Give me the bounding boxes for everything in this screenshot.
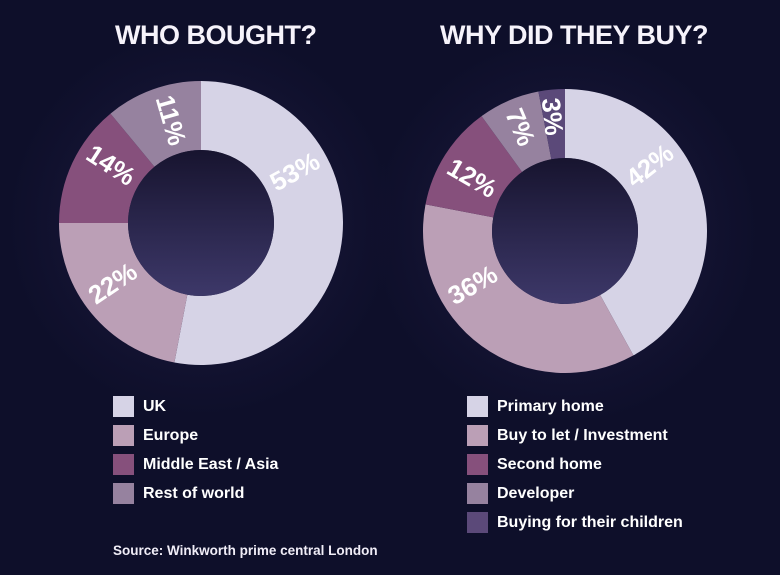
legend-item-second-home: Second home: [467, 454, 683, 475]
legend-swatch: [113, 396, 134, 417]
donut-hole: [128, 150, 274, 296]
legend-swatch: [467, 396, 488, 417]
donut-segment-buying-for-their-children: [538, 89, 565, 160]
donut-segment-rest-of-world: [110, 81, 201, 167]
chart-title-who-bought: WHO BOUGHT?: [115, 20, 317, 50]
legend-swatch: [113, 425, 134, 446]
donut-segment-uk: [174, 81, 343, 365]
donut-chart-who-bought: 53%22%14%11%: [59, 81, 343, 365]
legend-item-rest-of-world: Rest of world: [113, 483, 278, 504]
legend-label: Primary home: [497, 398, 604, 415]
donut-chart-why-did-they-buy: 42%36%12%7%3%: [423, 89, 707, 373]
donut-segment-primary-home: [565, 89, 707, 356]
segment-percent-label: 3%: [536, 96, 570, 137]
legend-swatch: [467, 512, 488, 533]
donut-segment-second-home: [425, 116, 523, 218]
legend-label: UK: [143, 398, 167, 415]
legend-label: Buying for their children: [497, 514, 683, 531]
legend-label: Rest of world: [143, 485, 245, 502]
legend-swatch: [113, 454, 134, 475]
chart-title-why-did-they-buy: WHY DID THEY BUY?: [440, 20, 709, 50]
legend-item-europe: Europe: [113, 425, 278, 446]
legend-label: Middle East / Asia: [143, 456, 279, 473]
source-note: Source: Winkworth prime central London: [113, 543, 378, 558]
legend-item-middle-east-asia: Middle East / Asia: [113, 454, 278, 475]
legend-label: Developer: [497, 485, 575, 502]
legend-who-bought: UK Europe Middle East / Asia Rest of world: [113, 396, 278, 512]
legend-item-primary-home: Primary home: [467, 396, 683, 417]
legend-item-buy-to-let-investment: Buy to let / Investment: [467, 425, 683, 446]
donut-segment-middle-east-asia: [59, 113, 155, 223]
donut-hole: [492, 158, 638, 304]
legend-swatch: [113, 483, 134, 504]
legend-swatch: [467, 483, 488, 504]
legend-swatch: [467, 425, 488, 446]
legend-item-buying-for-their-children: Buying for their children: [467, 512, 683, 533]
donut-segment-europe: [59, 223, 188, 363]
donut-segment-buy-to-let-investment: [423, 204, 634, 373]
legend-item-uk: UK: [113, 396, 278, 417]
legend-swatch: [467, 454, 488, 475]
legend-label: Europe: [143, 427, 199, 444]
donut-segment-developer: [481, 91, 552, 172]
legend-label: Second home: [497, 456, 602, 473]
legend-why-did-they-buy: Primary home Buy to let / Investment Secon…: [467, 396, 683, 541]
legend-label: Buy to let / Investment: [497, 427, 668, 444]
legend-item-developer: Developer: [467, 483, 683, 504]
